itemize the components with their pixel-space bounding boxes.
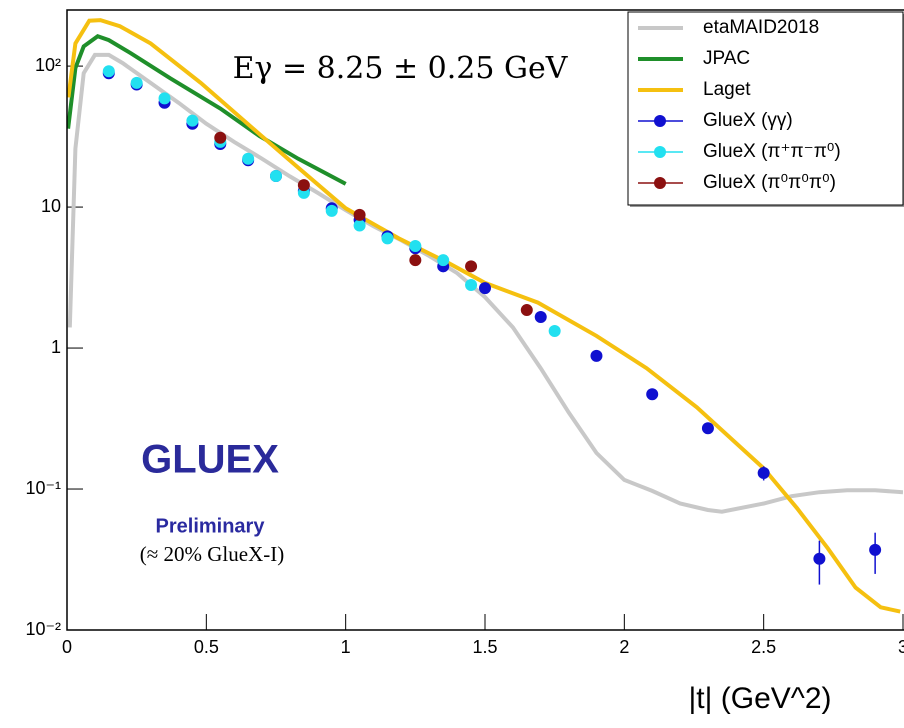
y-tick-label: 1 bbox=[51, 337, 61, 357]
data-point bbox=[353, 219, 366, 232]
legend-marker bbox=[654, 177, 666, 189]
logo: GLUEX bbox=[141, 438, 279, 482]
legend-label: JPAC bbox=[703, 48, 750, 69]
data-point bbox=[242, 152, 255, 165]
data-point bbox=[757, 466, 770, 479]
data-point bbox=[520, 304, 533, 317]
data-point bbox=[325, 204, 338, 217]
data-point bbox=[590, 349, 603, 362]
y-tick-label: 10 bbox=[41, 196, 61, 216]
data-point bbox=[270, 170, 282, 183]
dataset-note: (≈ 20% GlueX-I) bbox=[140, 542, 284, 566]
data-point bbox=[130, 76, 143, 89]
data-point bbox=[158, 92, 171, 105]
y-tick-label: 10⁻² bbox=[25, 619, 61, 639]
y-tick-label: 10² bbox=[35, 55, 61, 75]
x-tick-label: 2.5 bbox=[751, 637, 776, 657]
data-point bbox=[813, 552, 826, 565]
preliminary: Preliminary bbox=[156, 515, 266, 537]
x-axis-label: |t| (GeV^2) bbox=[688, 682, 831, 715]
curve bbox=[67, 18, 901, 614]
legend-label: GlueX (π⁰π⁰π⁰) bbox=[703, 172, 836, 193]
x-tick-label: 0 bbox=[62, 637, 72, 657]
x-tick-label: 1.5 bbox=[472, 637, 497, 657]
x-tick-label: 0.5 bbox=[194, 637, 219, 657]
data-point bbox=[465, 260, 478, 273]
x-tick-label: 3 bbox=[898, 637, 904, 657]
y-tick-label: 10⁻¹ bbox=[25, 478, 61, 498]
legend-label: GlueX (π⁺π⁻π⁰) bbox=[703, 141, 841, 162]
data-point bbox=[465, 279, 478, 292]
data-point bbox=[297, 179, 310, 192]
data-point bbox=[381, 232, 394, 245]
legend-box bbox=[627, 11, 904, 206]
energy-annotation: Eγ = 8.25 ± 0.25 GeV bbox=[233, 51, 569, 86]
legend-label: etaMAID2018 bbox=[703, 17, 819, 38]
legend-label: Laget bbox=[703, 79, 751, 100]
x-tick-label: 2 bbox=[619, 637, 629, 657]
data-point bbox=[701, 422, 714, 435]
data-point bbox=[479, 282, 491, 295]
data-point bbox=[869, 543, 882, 556]
x-tick-label: 1 bbox=[341, 637, 351, 657]
data-point bbox=[353, 208, 366, 221]
legend-marker bbox=[654, 146, 666, 158]
data-point bbox=[409, 254, 422, 267]
legend-marker bbox=[654, 115, 666, 127]
data-point bbox=[214, 131, 227, 144]
data-point bbox=[102, 65, 115, 78]
data-point bbox=[409, 239, 422, 252]
plot-frame bbox=[66, 9, 904, 631]
data-point bbox=[186, 114, 199, 127]
data-point bbox=[548, 325, 561, 338]
data-point bbox=[646, 388, 659, 401]
data-point bbox=[437, 254, 450, 267]
data-point bbox=[534, 311, 547, 324]
legend-label: GlueX (γγ) bbox=[703, 110, 793, 131]
